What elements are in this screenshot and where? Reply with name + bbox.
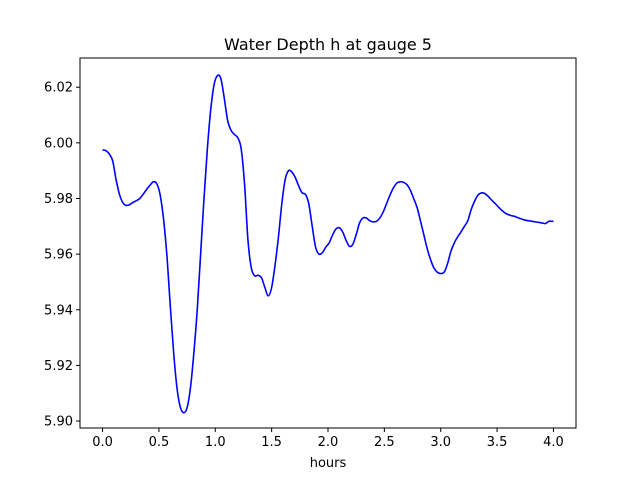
x-tick-label: 4.0 <box>543 435 564 450</box>
y-tick-label: 5.98 <box>44 192 73 207</box>
x-axis-ticks: 0.0 0.5 1.0 1.5 2.0 2.5 3.0 3.5 4.0 <box>92 428 564 450</box>
y-tick-label: 5.90 <box>44 415 73 430</box>
x-tick-label: 3.0 <box>430 435 451 450</box>
y-tick-label: 5.94 <box>44 303 73 318</box>
y-tick-label: 6.02 <box>44 81 73 96</box>
x-tick-label: 0.0 <box>92 435 113 450</box>
x-axis-label: hours <box>310 456 347 471</box>
series-line <box>102 74 554 414</box>
y-axis-ticks: 5.90 5.92 5.94 5.96 5.98 6.00 6.02 <box>44 81 80 430</box>
x-tick-label: 3.5 <box>487 435 508 450</box>
x-tick-label: 2.5 <box>374 435 395 450</box>
plot-frame <box>79 57 577 429</box>
plot-area <box>102 74 554 414</box>
y-tick-label: 6.00 <box>44 136 73 151</box>
series-layer <box>102 74 554 414</box>
y-tick-label: 5.96 <box>44 248 73 263</box>
x-tick-label: 0.5 <box>149 435 170 450</box>
x-tick-label: 1.0 <box>205 435 226 450</box>
y-tick-label: 5.92 <box>44 359 73 374</box>
x-tick-label: 2.0 <box>318 435 339 450</box>
x-tick-label: 1.5 <box>261 435 282 450</box>
chart-title: Water Depth h at gauge 5 <box>224 35 432 54</box>
